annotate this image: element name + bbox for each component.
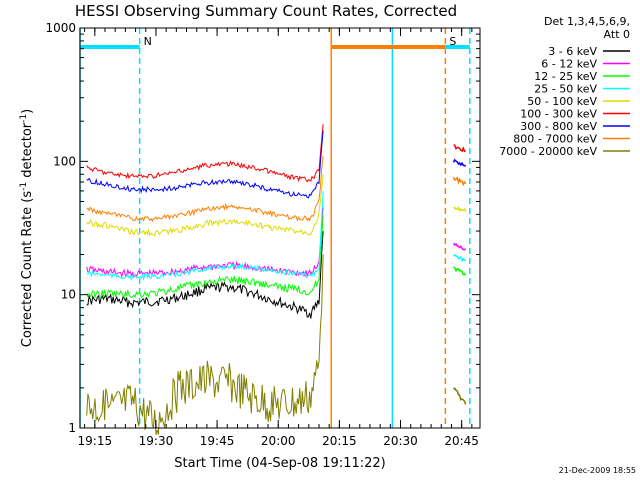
late-series-line	[453, 144, 466, 153]
x-tick-label: 20:15	[322, 434, 357, 448]
legend-header-line2: Att 0	[604, 28, 630, 41]
x-axis-label: Start Time (04-Sep-08 19:11:22)	[174, 456, 385, 471]
legend-entry-label: 800 - 7000 keV	[513, 133, 597, 146]
series-line	[86, 155, 324, 223]
x-axis: 19:15 19:30 19:45 20:00 20:15 20:30 20:45	[78, 28, 479, 448]
plot-frame	[79, 27, 481, 429]
legend-entry-label: 50 - 100 keV	[527, 95, 597, 108]
legend-entry-label: 7000 - 20000 keV	[499, 145, 597, 158]
legend-entry-label: 300 - 800 keV	[520, 120, 597, 133]
late-series-line	[453, 266, 467, 276]
y-axis-label: Corrected Count Rate (s-1 detector-1)	[19, 109, 35, 347]
legend-entry-label: 3 - 6 keV	[548, 45, 597, 58]
annotation-label: N	[144, 35, 152, 48]
series-line	[86, 174, 324, 237]
series-line	[86, 190, 324, 282]
legend-entry-label: 6 - 12 keV	[541, 58, 597, 71]
y-tick-label: 10	[61, 288, 76, 302]
late-series-line	[453, 206, 467, 213]
late-series-line	[453, 254, 466, 263]
x-tick-label: 20:30	[383, 434, 418, 448]
y-tick-label: 1	[68, 421, 76, 435]
series-line	[86, 231, 324, 319]
y-tick-label: 1000	[45, 21, 76, 35]
y-axis: 1 10 100 1000	[45, 21, 480, 435]
late-series-line	[452, 176, 467, 187]
footer-timestamp: 21-Dec-2009 18:55	[559, 466, 636, 475]
late-series-line	[452, 242, 467, 251]
series-line	[86, 124, 324, 183]
legend-entry-label: 100 - 300 keV	[520, 108, 597, 121]
late-series-line	[453, 387, 467, 405]
x-tick-label: 19:30	[139, 434, 174, 448]
series-line	[86, 254, 324, 435]
series-line	[86, 207, 324, 279]
x-tick-label: 20:45	[444, 434, 479, 448]
series-line	[86, 130, 324, 199]
series-line	[86, 214, 324, 299]
legend-entry-label: 25 - 50 keV	[534, 83, 597, 96]
legend-entry-label: 12 - 25 keV	[534, 70, 597, 83]
x-tick-label: 19:15	[78, 434, 113, 448]
legend-header-line1: Det 1,3,4,5,6,9,	[544, 15, 630, 28]
late-series-line	[452, 158, 467, 167]
chart-title: HESSI Observing Summary Count Rates, Cor…	[75, 2, 457, 20]
x-tick-label: 20:00	[261, 434, 296, 448]
annotation-label: S	[449, 35, 456, 48]
series-layer	[86, 124, 467, 435]
y-tick-label: 100	[53, 154, 76, 168]
x-tick-label: 19:45	[200, 434, 235, 448]
